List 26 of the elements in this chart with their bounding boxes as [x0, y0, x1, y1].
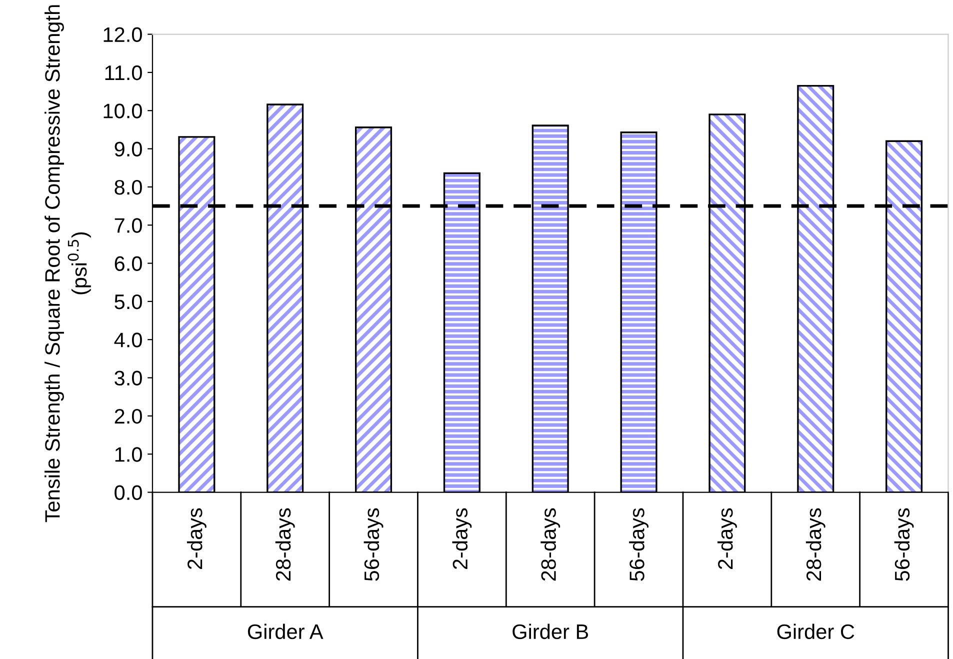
- x-tick-label: 56-days: [629, 508, 648, 581]
- x-tick-label: 28-days: [806, 508, 826, 581]
- x-tick-label: 2-days: [717, 508, 737, 570]
- y-tick-label: 8.0: [114, 180, 142, 195]
- y-tick-label: 10.0: [104, 104, 142, 118]
- x-tick-label: 28-days: [540, 508, 560, 581]
- y-axis-title: Tensile Strength / Square Root of Compressive Strength (psi$^{0.5}$): [44, 5, 91, 522]
- x-tick-label: 2-days: [452, 508, 472, 570]
- text: Girder A: [248, 624, 324, 640]
- y-tick-label: 6.0: [114, 256, 142, 272]
- y-tick-label: 2.0: [114, 408, 142, 424]
- y-tick-label: 12.0: [104, 27, 142, 42]
- y-tick-label: 3.0: [114, 370, 142, 386]
- y-tick-label: 0.0: [114, 485, 142, 500]
- y-tick-label: 7.0: [114, 218, 142, 233]
- x-tick-label: 2-days: [186, 508, 206, 570]
- y-tick-label: 9.0: [114, 142, 142, 157]
- y-tick-label: 4.0: [114, 332, 142, 348]
- x-tick-label: 56-days: [894, 508, 914, 581]
- y-tick-label: 1.0: [115, 447, 142, 462]
- x-tick-label: 28-days: [275, 508, 295, 581]
- y-tick-label: 11.0: [105, 65, 142, 80]
- x-tick-label: 56-days: [364, 508, 384, 581]
- text: Girder C: [777, 624, 854, 640]
- text: Girder B: [512, 624, 588, 640]
- y-tick-label: 5.0: [114, 294, 142, 310]
